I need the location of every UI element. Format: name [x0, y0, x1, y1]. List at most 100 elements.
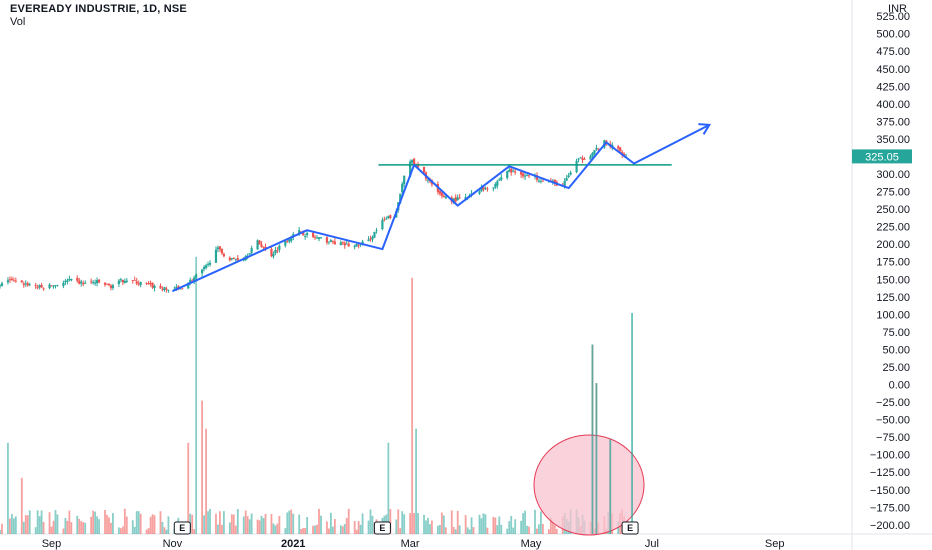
candle-body	[454, 197, 457, 202]
candle-body	[26, 283, 29, 286]
price-tick-label: −50.00	[876, 415, 910, 427]
candle-body	[250, 248, 253, 253]
candle-body	[40, 284, 43, 288]
volume-bar	[456, 510, 459, 534]
time-tick-label: Mar	[401, 538, 420, 550]
volume-bar	[236, 509, 239, 534]
earnings-marker[interactable]	[621, 521, 639, 535]
candle-body	[512, 170, 515, 172]
price-tick-label: 250.00	[876, 204, 910, 216]
candle-body	[355, 244, 358, 247]
candle-body	[179, 288, 182, 290]
volume-bar	[9, 518, 11, 534]
volume-bar	[423, 514, 425, 534]
price-tick-label: 100.00	[876, 309, 910, 321]
volume-bar	[425, 520, 427, 534]
volume-bar	[355, 529, 358, 534]
candle-body	[0, 285, 2, 287]
candle-body	[97, 279, 101, 283]
candle-body	[125, 280, 128, 282]
candle-body	[567, 175, 570, 178]
price-tick-label: 500.00	[876, 29, 910, 41]
candle-body	[195, 274, 198, 278]
volume-bar	[484, 514, 487, 534]
candle-body	[510, 168, 513, 173]
candle-body	[480, 187, 483, 192]
candle-body	[82, 283, 85, 285]
volume-bar	[466, 527, 469, 534]
price-tick-label: 475.00	[876, 46, 910, 58]
candle-body	[165, 288, 168, 290]
candle-body	[341, 242, 344, 243]
volume-bar	[62, 528, 65, 534]
candle-body	[262, 246, 265, 248]
last-price-label: 325.05	[865, 151, 899, 163]
candle-body	[234, 259, 237, 261]
time-tick-label: 2021	[281, 538, 305, 550]
symbol-title: EVEREADY INDUSTRIE, 1D, NSE	[10, 3, 187, 15]
candle-body	[514, 171, 517, 173]
candle-body	[22, 283, 25, 285]
volume-bar	[215, 513, 217, 534]
volume-bar	[464, 515, 467, 534]
volume-bar	[159, 511, 162, 534]
volume-bar	[472, 527, 475, 534]
volume-bar	[22, 521, 25, 534]
price-tick-label: −25.00	[876, 397, 910, 409]
candle-body	[411, 160, 414, 163]
candle-body	[6, 280, 10, 283]
volume-bar	[442, 515, 445, 534]
volume-bar	[121, 526, 124, 534]
volume-bar	[163, 527, 166, 534]
candle-body	[201, 269, 204, 274]
candle-body	[270, 248, 273, 257]
candle-body	[591, 153, 594, 157]
volume-bar	[139, 513, 142, 534]
volume-label: Vol	[10, 16, 26, 28]
candle-body	[48, 284, 51, 289]
volume-bar	[201, 400, 203, 534]
candle-body	[151, 282, 154, 288]
volume-bar	[458, 525, 461, 534]
volume-bar	[221, 524, 223, 534]
candle-body	[498, 179, 501, 181]
volume-bar	[494, 517, 497, 534]
volume-bar	[492, 516, 495, 534]
volume-bar	[498, 516, 501, 534]
volume-bar	[228, 522, 231, 534]
candle-body	[371, 236, 374, 240]
volume-bar	[56, 514, 59, 534]
volume-bar	[145, 529, 148, 534]
volume-bar	[512, 527, 515, 534]
earnings-marker-label: E	[627, 523, 633, 533]
candle-body	[256, 240, 259, 250]
volume-bar	[274, 525, 277, 534]
time-tick-label: Nov	[163, 538, 183, 550]
candle-body	[357, 245, 360, 247]
volume-bar	[234, 525, 237, 534]
candle-body	[347, 243, 350, 247]
price-tick-label: 525.00	[876, 11, 910, 23]
candle-body	[525, 175, 529, 176]
candle-body	[286, 241, 289, 243]
volume-bar	[258, 520, 261, 534]
earnings-marker[interactable]	[373, 521, 391, 535]
candle-body	[482, 186, 485, 190]
volume-bar	[343, 524, 346, 534]
volume-bar	[555, 528, 558, 534]
candle-body	[333, 241, 336, 245]
candle-body	[331, 241, 334, 243]
volume-bar	[117, 527, 120, 534]
volume-bar	[12, 518, 15, 534]
candle-body	[12, 280, 15, 282]
candle-body	[317, 237, 321, 239]
volume-bar	[514, 519, 517, 534]
earnings-marker[interactable]	[173, 521, 191, 535]
volume-bar	[248, 519, 251, 534]
candle-body	[369, 238, 372, 240]
candle-body	[187, 282, 190, 289]
candle-body	[232, 257, 235, 259]
volume-bar	[298, 514, 301, 534]
volume-bar	[66, 520, 69, 534]
